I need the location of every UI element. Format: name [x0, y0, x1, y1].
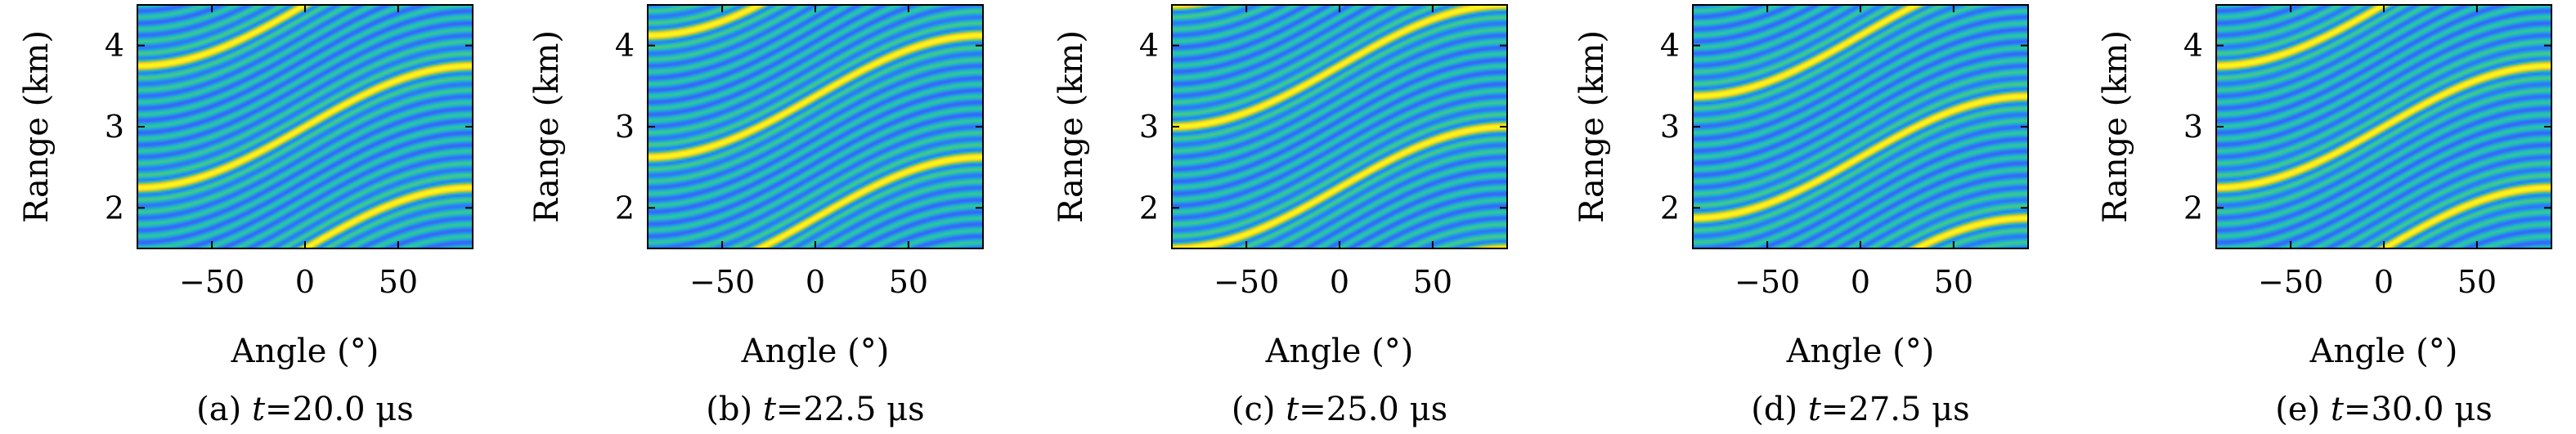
y-tick-label: 2: [1660, 190, 1680, 226]
x-tick-label: −50: [179, 264, 245, 300]
caption-value: =20.0 μs: [265, 391, 414, 428]
caption-prefix: (e): [2275, 391, 2331, 428]
panel-d: −50 0 50 2 3 4 Angle (°) Range (km) (d) t=27.5 μ…: [1573, 4, 2029, 428]
caption-d: (d) t=27.5 μs: [1751, 391, 1969, 428]
y-axis-label: Range (km): [1052, 30, 1090, 223]
x-tick-label: 0: [2374, 264, 2394, 300]
x-tick-label: 50: [889, 264, 928, 300]
x-tick-label: 50: [1413, 264, 1452, 300]
caption-prefix: (c): [1232, 391, 1286, 428]
x-axis-label: Angle (°): [1265, 333, 1414, 370]
x-tick-label: −50: [1214, 264, 1279, 300]
x-tick-label: 0: [806, 264, 825, 300]
x-axis-label: Angle (°): [1786, 333, 1935, 370]
panel-e: −50 0 50 2 3 4 Angle (°) Range (km) (e) t=30.0 μ…: [2097, 4, 2552, 428]
heatmap-image-a: [137, 5, 473, 248]
y-tick-label: 4: [615, 28, 635, 64]
x-tick-label: 0: [1851, 264, 1870, 300]
panel-c: −50 0 50 2 3 4 Angle (°) Range (km) (c) t=25.0 μ…: [1052, 4, 1508, 428]
caption-variable: t: [252, 391, 266, 428]
y-tick-label: 3: [1660, 109, 1680, 145]
x-tick-label: 50: [379, 264, 418, 300]
y-axis-label: Range (km): [528, 30, 566, 223]
y-tick-label: 4: [1139, 28, 1159, 64]
y-tick-label: 2: [1139, 190, 1159, 226]
caption-a: (a) t=20.0 μs: [196, 391, 414, 428]
y-axis-label: Range (km): [1573, 30, 1611, 223]
y-tick-label: 4: [2183, 28, 2203, 64]
y-tick-label: 4: [1660, 28, 1680, 64]
y-tick-label: 3: [615, 109, 635, 145]
caption-b: (b) t=22.5 μs: [706, 391, 924, 428]
caption-prefix: (d): [1751, 391, 1808, 428]
x-axis-label: Angle (°): [2309, 333, 2458, 370]
y-tick-label: 3: [1139, 109, 1159, 145]
y-tick-label: 3: [105, 109, 124, 145]
x-axis-label: Angle (°): [231, 333, 379, 370]
caption-prefix: (b): [706, 391, 763, 428]
y-tick-label: 2: [615, 190, 635, 226]
heatmap-image-b: [648, 5, 983, 248]
caption-prefix: (a): [196, 391, 252, 428]
panel-a: −50 0 50 2 3 4 Angle (°) Range (km) (a) t=20.0 μ…: [18, 4, 473, 428]
x-tick-label: −50: [2258, 264, 2323, 300]
y-axis-label: Range (km): [18, 30, 56, 223]
caption-value: =27.5 μs: [1821, 391, 1970, 428]
y-axis-label: Range (km): [2097, 30, 2134, 223]
y-tick-label: 4: [105, 28, 124, 64]
caption-variable: t: [1808, 391, 1822, 428]
x-tick-label: −50: [689, 264, 755, 300]
x-tick-label: 0: [1330, 264, 1349, 300]
x-axis-label: Angle (°): [741, 333, 890, 370]
panel-b: −50 0 50 2 3 4 Angle (°) Range (km) (b) t=22.5 μ…: [528, 4, 984, 428]
caption-value: =22.5 μs: [776, 391, 925, 428]
caption-value: =30.0 μs: [2344, 391, 2493, 428]
heatmap-image-d: [1693, 5, 2028, 248]
x-tick-label: 50: [1934, 264, 1973, 300]
heatmap-image-e: [2216, 5, 2551, 248]
caption-variable: t: [1286, 391, 1299, 428]
y-tick-label: 3: [2183, 109, 2203, 145]
caption-value: =25.0 μs: [1299, 391, 1447, 428]
y-tick-label: 2: [2183, 190, 2203, 226]
caption-e: (e) t=30.0 μs: [2275, 391, 2493, 428]
x-tick-label: 50: [2457, 264, 2497, 300]
y-tick-label: 2: [105, 190, 124, 226]
caption-variable: t: [2331, 391, 2345, 428]
heatmap-image-c: [1172, 5, 1507, 248]
x-tick-label: 0: [295, 264, 315, 300]
caption-variable: t: [763, 391, 777, 428]
x-tick-label: −50: [1735, 264, 1800, 300]
caption-c: (c) t=25.0 μs: [1232, 391, 1447, 428]
